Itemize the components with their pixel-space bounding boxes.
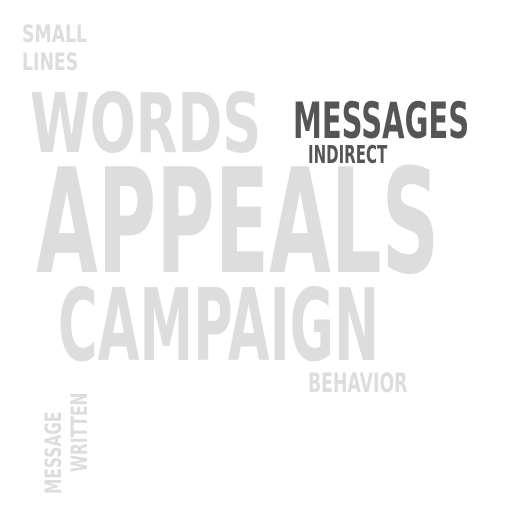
word-written: WRITTEN xyxy=(68,392,93,472)
word-message: MESSAGE xyxy=(42,411,67,494)
word-campaign: CAMPAIGN xyxy=(58,267,380,384)
word-behavior: BEHAVIOR xyxy=(308,368,408,399)
word-indirect: INDIRECT xyxy=(308,140,388,169)
word-words: WORDS xyxy=(30,77,262,172)
word-small: SMALL xyxy=(22,20,88,48)
word-messages: MESSAGES xyxy=(293,92,470,150)
word-appeals: APPEALS xyxy=(36,138,440,307)
word-lines: LINES xyxy=(22,48,79,76)
